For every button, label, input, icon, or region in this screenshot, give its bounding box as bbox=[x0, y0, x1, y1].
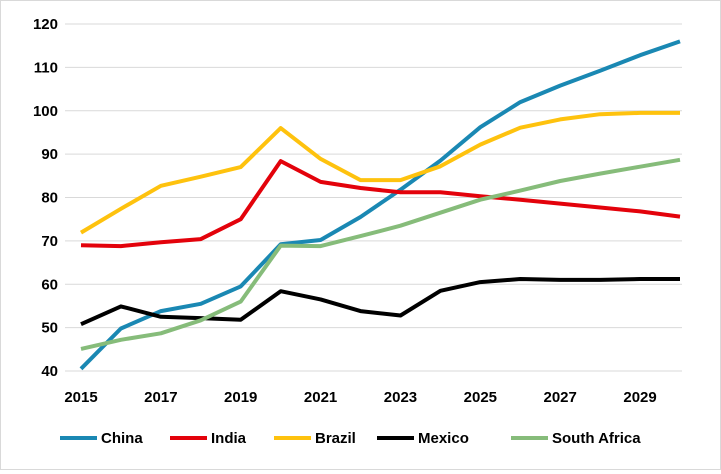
series-line-china bbox=[79, 39, 681, 371]
series-line-india bbox=[80, 159, 681, 249]
y-axis-ticks: 40 50 60 70 80 90 100 110 120 bbox=[33, 16, 58, 380]
series-line-mexico bbox=[80, 277, 680, 327]
y-tick-label: 120 bbox=[33, 16, 58, 33]
x-tick-label: 2019 bbox=[224, 389, 257, 406]
y-tick-label: 80 bbox=[41, 190, 58, 207]
x-tick-label: 2025 bbox=[464, 389, 497, 406]
x-tick-label: 2021 bbox=[304, 389, 337, 406]
x-tick-label: 2029 bbox=[623, 389, 656, 406]
legend-label: Brazil bbox=[315, 430, 356, 447]
y-tick-label: 110 bbox=[34, 59, 58, 76]
y-tick-label: 100 bbox=[33, 103, 58, 120]
x-tick-label: 2015 bbox=[64, 389, 97, 406]
legend: China India Brazil Mexico South Africa bbox=[60, 430, 641, 447]
legend-item-south-africa: South Africa bbox=[511, 430, 641, 447]
y-tick-label: 40 bbox=[41, 363, 58, 380]
x-axis-ticks: 2015 2017 2019 2021 2023 2025 2027 2029 bbox=[64, 389, 656, 406]
series-lines bbox=[79, 39, 681, 371]
y-tick-label: 70 bbox=[41, 233, 58, 250]
y-tick-label: 90 bbox=[41, 146, 58, 163]
series-line-south-africa bbox=[80, 157, 681, 351]
y-tick-label: 60 bbox=[41, 276, 58, 293]
legend-label: China bbox=[101, 430, 143, 447]
legend-label: Mexico bbox=[418, 430, 469, 447]
y-tick-label: 50 bbox=[41, 320, 58, 337]
x-tick-label: 2017 bbox=[144, 389, 177, 406]
legend-item-china: China bbox=[60, 430, 143, 447]
legend-item-india: India bbox=[170, 430, 247, 447]
legend-label: India bbox=[211, 430, 247, 447]
legend-label: South Africa bbox=[552, 430, 641, 447]
x-tick-label: 2023 bbox=[384, 389, 417, 406]
legend-item-mexico: Mexico bbox=[377, 430, 469, 447]
series-line-brazil bbox=[79, 110, 680, 235]
x-tick-label: 2027 bbox=[544, 389, 577, 406]
legend-item-brazil: Brazil bbox=[274, 430, 356, 447]
